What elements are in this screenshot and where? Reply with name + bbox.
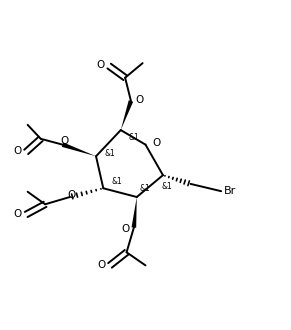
Text: &1: &1 [111,178,122,186]
Text: &1: &1 [139,184,150,193]
Polygon shape [132,197,137,228]
Text: O: O [96,60,104,70]
Text: O: O [14,146,22,156]
Text: O: O [60,136,68,146]
Text: O: O [98,259,106,270]
Text: &1: &1 [105,149,116,158]
Text: O: O [14,209,22,218]
Text: O: O [135,95,143,105]
Text: O: O [152,139,160,148]
Text: &1: &1 [162,182,172,191]
Text: O: O [122,224,130,234]
Text: &1: &1 [128,133,139,142]
Text: O: O [67,190,75,200]
Polygon shape [121,100,133,130]
Polygon shape [62,143,96,156]
Text: Br: Br [223,186,236,196]
